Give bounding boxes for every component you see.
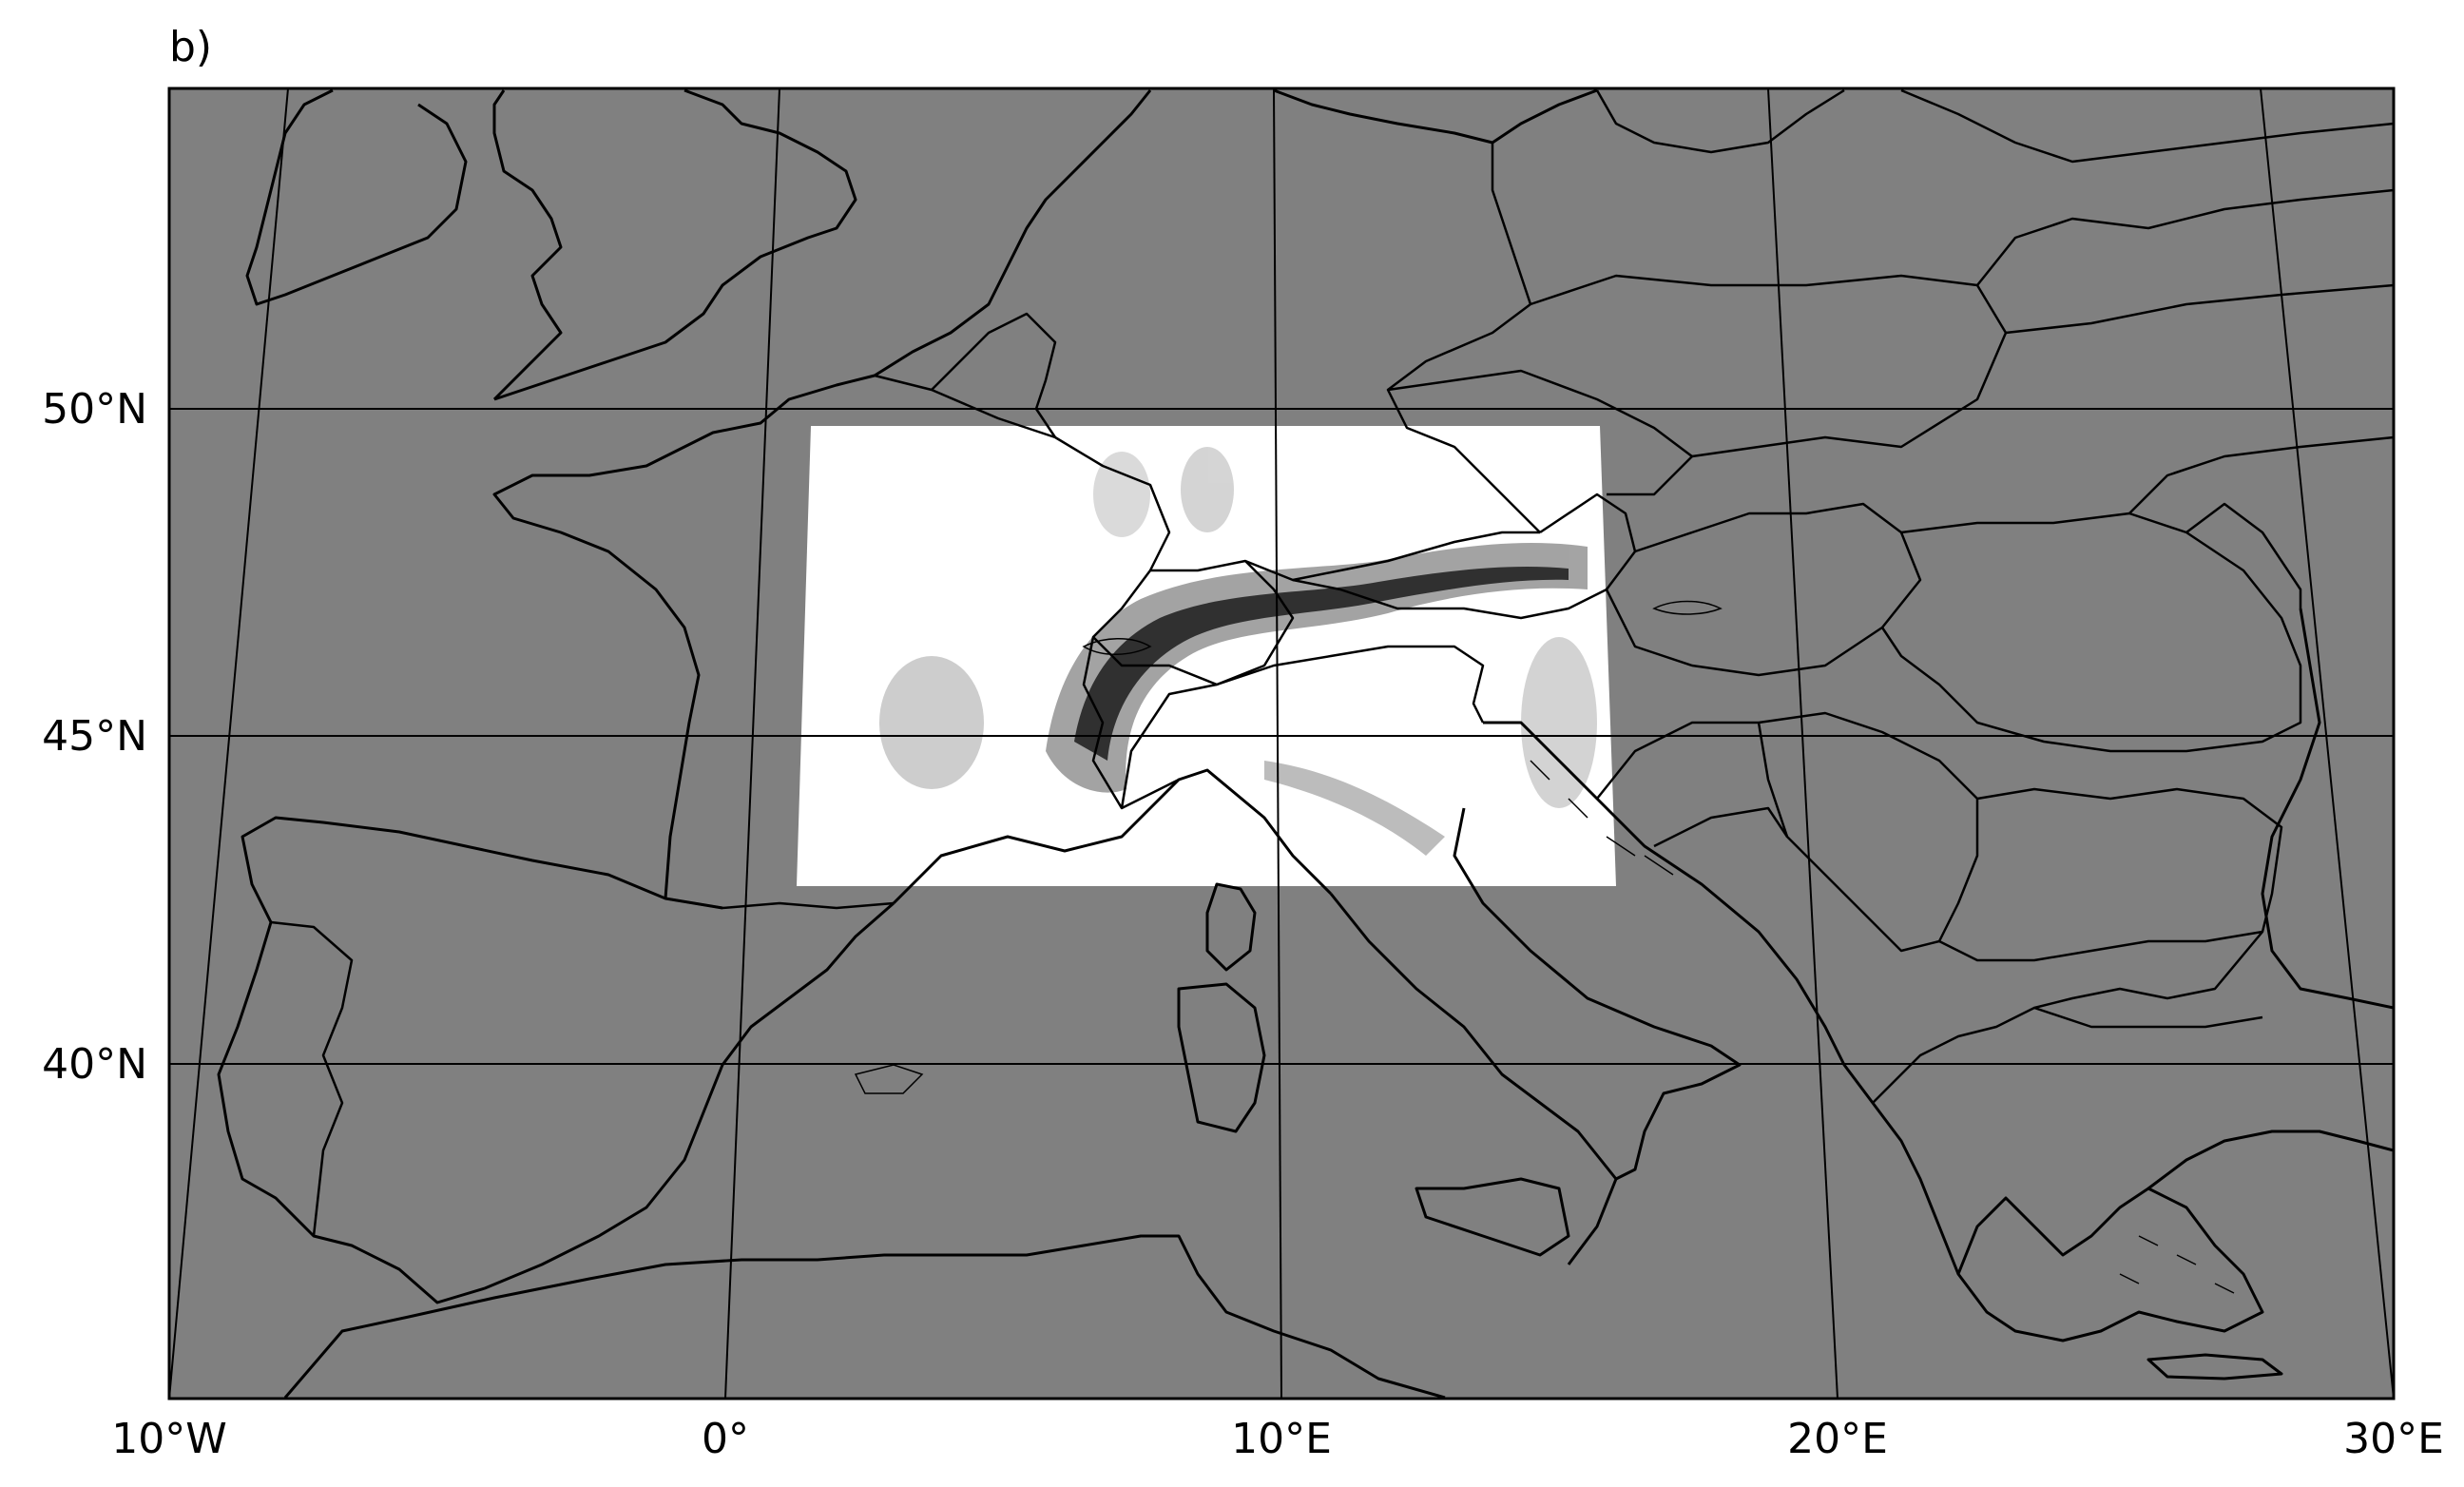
coast-north-sea [874,89,1152,377]
coast-france-west [492,374,876,899]
lon-label-20e: 20°E [1787,1415,1888,1463]
lat-label-40: 40°N [42,1040,147,1089]
lon-label-10w: 10°W [111,1415,227,1463]
coast-crete [2146,1353,2283,1381]
coastlines [217,88,2394,1399]
border-benelux [931,312,1057,438]
border-ukraine-south [2128,435,2394,514]
islands-dalmatian [1530,760,1674,876]
gridline-lon-30 [2260,88,2394,1399]
coast-italy-west [1329,893,1618,1265]
border-germany-east [1386,143,1541,533]
border-germany-south [1150,531,1540,582]
border-romania [1880,512,2302,753]
map-content [217,88,2394,1399]
border-slovakia-hungary [1605,502,1922,677]
coast-baltic [1273,88,1598,145]
coast-corsica [1205,882,1257,972]
relief-apennines [1264,761,1445,856]
gridline-lon-20 [1767,88,1838,1399]
relief-band-outer [1046,542,1588,793]
border-bulgaria [1976,787,2283,1010]
border-bosnia [1653,806,1789,848]
graticule [169,88,2394,1399]
relief-band-inner [1074,566,1569,761]
coast-north-africa [283,1234,1446,1399]
inland-details [854,600,2235,1294]
border-poland [1530,274,2008,458]
relief-dinaric [1521,637,1597,808]
border-scandinavia-east [1900,88,2394,164]
border-czech [1387,369,1694,496]
border-spain-portugal [270,920,354,1237]
border-balkans [1596,711,2263,962]
coast-britain-west [492,89,563,401]
coast-greece [1956,1187,2264,1342]
border-greece-north [1872,1006,2263,1104]
coast-italy-east [1453,807,1742,1181]
lon-label-30e: 30°E [2343,1415,2444,1463]
lake-balaton [1652,600,1723,615]
border-austria [1292,492,1637,620]
alps-relief [879,447,1597,856]
relief-massif-central [879,656,984,789]
lon-label-10e: 10°E [1231,1415,1332,1463]
map-frame [167,87,2396,1400]
coast-sardinia [1177,982,1266,1133]
relief-vosges [1093,452,1150,537]
panel-label: b) [169,23,212,71]
border-france-spain [664,897,895,910]
gridline-lon-m10 [169,88,289,1399]
topography-domain [797,426,1616,886]
longitude-labels: 10°W 0° 10°E 20°E 30°E [111,1415,2444,1463]
coast-black-sea [2261,608,2394,1010]
coast-ireland [245,88,468,306]
lon-label-0: 0° [702,1415,749,1463]
coast-aegean [2147,1130,2394,1190]
border-italy-north [1120,645,1485,809]
lake-geneva [1082,638,1152,655]
coast-iberia [217,816,895,1304]
relief-black-forest [1181,447,1234,532]
topography-domain-area [797,426,1616,886]
border-belarus-ukraine [2005,283,2394,335]
islands-balearic [854,1064,924,1094]
border-moldova [2185,502,2302,608]
border-norway-sweden [1595,88,1845,154]
coast-adriatic-east [1483,721,1960,1275]
border-serbia [1757,722,1940,953]
lat-label-45: 45°N [42,712,147,761]
coast-britain [493,88,857,401]
islands-aegean [2119,1235,2235,1294]
gridline-lon-10 [1273,88,1282,1399]
border-baltic-states [1976,188,2394,286]
latitude-labels: 50°N 45°N 40°N [42,385,147,1089]
lat-label-50: 50°N [42,385,147,434]
gridline-lon-0 [724,88,780,1399]
coast-sicily [1415,1177,1570,1257]
